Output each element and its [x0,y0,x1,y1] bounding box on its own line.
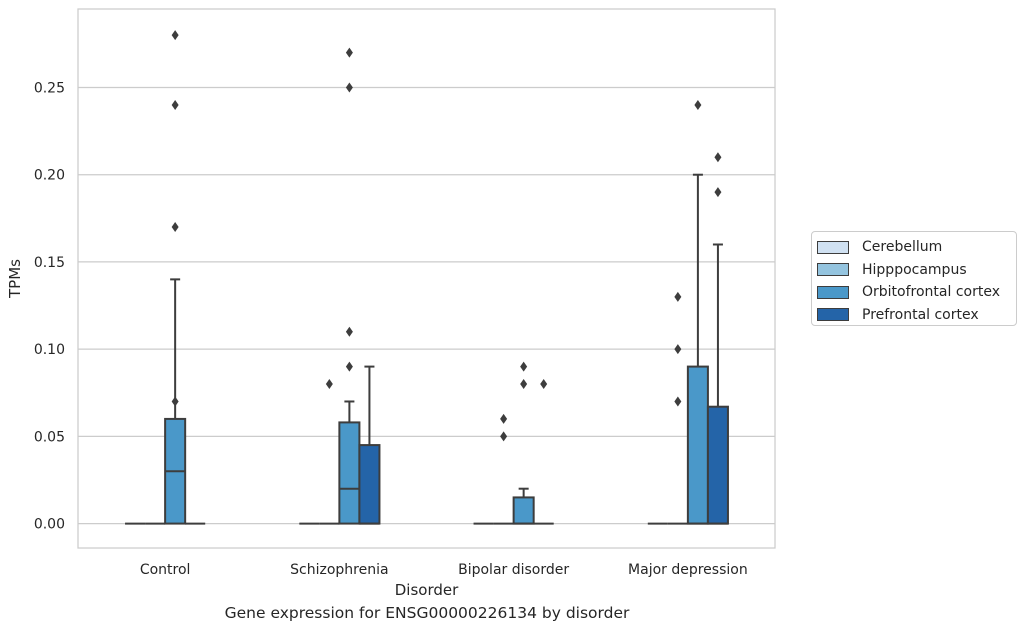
legend-item: Orbitofrontal cortex [817,281,1016,304]
x-tick-label: Major depression [628,562,748,578]
y-tick-label: 0.20 [34,168,65,184]
box-marks [125,30,729,525]
box-prefrontal-cortex [706,152,729,525]
legend-swatch [817,285,849,299]
outlier-point [714,187,722,198]
x-tick-labels: Control Schizophrenia Bipolar disorder Majo… [140,562,748,578]
y-tick-labels: 0.00 0.05 0.10 0.15 0.20 0.25 [34,80,65,532]
y-tick-label: 0.05 [34,429,65,445]
y-tick-label: 0.10 [34,342,65,358]
outlier-point [171,99,179,110]
legend-label: Orbitofrontal cortex [862,284,1000,301]
box-hipppocampus [493,413,514,525]
outlier-point [345,326,353,337]
y-tick-label: 0.15 [34,255,65,271]
legend-label: Prefrontal cortex [862,306,979,323]
legend-label: Hipppocampus [862,261,967,278]
legend-swatch [817,263,849,277]
outlier-point [325,379,333,390]
box-hipppocampus [319,379,340,525]
legend-label: Cerebellum [862,239,943,256]
chart-title: Gene expression for ENSG00000226134 by d… [224,604,630,622]
y-tick-label: 0.00 [34,517,65,533]
outlier-point [540,379,548,390]
legend: Cerebellum Hipppocampus Orbitofrontal cort… [811,231,1017,326]
box-body [358,444,381,525]
outlier-point [714,152,722,163]
outlier-point [674,344,682,355]
box-hipppocampus [667,291,688,525]
outlier-point [500,431,508,442]
outlier-point [674,396,682,407]
box-body [512,496,535,525]
box-orbitofrontal-cortex [164,30,187,525]
outlier-point [345,82,353,93]
legend-swatch [817,240,849,254]
outlier-point [674,291,682,302]
box-body [686,365,709,525]
outlier-point [345,47,353,58]
x-axis-label: Disorder [395,581,459,599]
outlier-point [345,361,353,372]
y-axis-label: TPMs [6,259,24,299]
box-orbitofrontal-cortex [338,47,361,525]
box-body [338,421,361,525]
outlier-point [520,361,528,372]
box-body [706,405,729,525]
outlier-point [520,379,528,390]
legend-item: Cerebellum [817,236,1016,259]
box-prefrontal-cortex [358,365,381,525]
outlier-point [171,396,179,407]
outlier-point [171,30,179,41]
box-orbitofrontal-cortex [512,361,535,525]
outlier-point [171,222,179,233]
x-tick-label: Bipolar disorder [458,562,569,578]
outlier-point [694,99,702,110]
x-tick-label: Control [140,562,191,578]
box-orbitofrontal-cortex [686,99,709,525]
legend-item: Hipppocampus [817,259,1016,282]
y-tick-label: 0.25 [34,80,65,96]
outlier-point [500,413,508,424]
plot-area-frame [77,8,776,549]
legend-item: Prefrontal cortex [817,304,1016,327]
x-tick-label: Schizophrenia [290,562,388,578]
legend-swatch [817,308,849,322]
box-prefrontal-cortex [533,379,554,525]
